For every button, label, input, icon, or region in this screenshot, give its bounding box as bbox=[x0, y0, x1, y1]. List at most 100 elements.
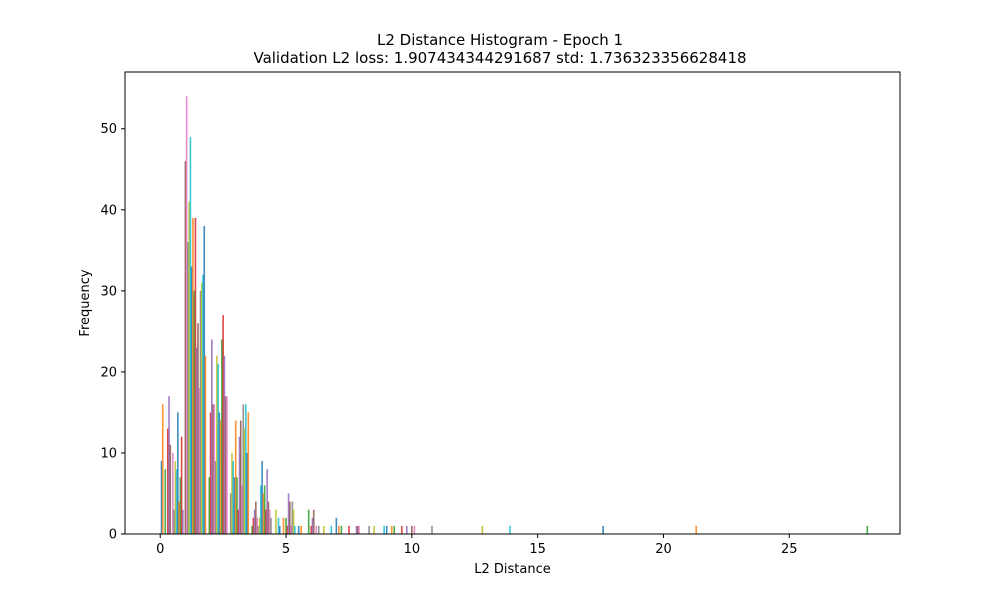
histogram-bar bbox=[406, 525, 408, 534]
histogram-bar bbox=[194, 217, 197, 534]
histogram-bar bbox=[356, 525, 359, 534]
subtitle-loss-value: 1.907434344291687 bbox=[393, 49, 552, 67]
histogram-bar bbox=[195, 347, 198, 534]
histogram-bar bbox=[311, 517, 314, 534]
histogram-bar bbox=[187, 242, 189, 534]
histogram-bar bbox=[262, 493, 265, 534]
histogram-bar bbox=[204, 355, 207, 534]
histogram-bar bbox=[234, 420, 237, 534]
histogram-bar bbox=[236, 477, 238, 534]
histogram-bar bbox=[190, 266, 193, 534]
histogram-bar bbox=[185, 96, 188, 534]
histogram-bar bbox=[174, 461, 177, 534]
histogram-bar bbox=[277, 517, 280, 534]
histogram-bar bbox=[263, 485, 266, 534]
histogram-bar bbox=[315, 525, 318, 534]
histogram-bar bbox=[275, 509, 277, 534]
x-tick-label: 0 bbox=[156, 542, 164, 557]
histogram-bar bbox=[285, 517, 287, 534]
histogram-bar bbox=[340, 525, 343, 534]
histogram-bar bbox=[393, 525, 396, 534]
histogram-bar bbox=[290, 525, 292, 534]
histogram-bar bbox=[209, 412, 212, 534]
histogram-bar bbox=[322, 525, 325, 534]
histogram-bar bbox=[373, 525, 375, 534]
histogram-bar bbox=[164, 469, 167, 534]
histogram-bar bbox=[255, 501, 257, 534]
histogram-bar bbox=[287, 493, 290, 534]
bars-layer bbox=[160, 96, 869, 534]
histogram-bar bbox=[221, 339, 223, 534]
histogram-bar bbox=[219, 420, 222, 534]
histogram-bar bbox=[270, 517, 272, 534]
histogram-bar bbox=[233, 477, 236, 534]
histogram-bar bbox=[179, 477, 182, 534]
x-tick-label: 15 bbox=[529, 542, 546, 557]
histogram-bar bbox=[317, 525, 320, 534]
histogram-bar bbox=[166, 428, 169, 534]
histogram-bar bbox=[289, 501, 291, 534]
histogram-bar bbox=[265, 509, 267, 534]
histogram-bar bbox=[310, 525, 312, 534]
histogram-bar bbox=[223, 355, 226, 534]
histogram-bar bbox=[266, 469, 268, 534]
histogram-bar bbox=[238, 436, 241, 534]
plot-frame bbox=[124, 71, 901, 535]
histogram-bar bbox=[213, 404, 216, 534]
histogram-bar bbox=[297, 525, 300, 534]
chart-subtitle: Validation L2 loss: 1.907434344291687 st… bbox=[0, 49, 1000, 67]
histogram-bar bbox=[246, 452, 248, 534]
histogram-bar bbox=[160, 461, 163, 534]
histogram-bar bbox=[431, 525, 433, 534]
histogram-bar bbox=[169, 444, 172, 534]
y-tick-label: 50 bbox=[100, 122, 117, 137]
histogram-bar bbox=[286, 525, 289, 534]
histogram-bar bbox=[413, 525, 416, 534]
histogram-bar bbox=[208, 477, 211, 534]
histogram-bar bbox=[307, 509, 310, 534]
histogram-bar bbox=[244, 404, 247, 534]
histogram-bar bbox=[253, 509, 256, 534]
subtitle-std-label: std: bbox=[551, 49, 590, 67]
histogram-bar bbox=[188, 201, 190, 534]
histogram-bar bbox=[257, 525, 260, 534]
y-tick-label: 30 bbox=[100, 284, 117, 299]
histogram-bar bbox=[866, 525, 869, 534]
histogram-bar bbox=[193, 290, 195, 534]
histogram-bar bbox=[189, 136, 192, 534]
histogram-bar bbox=[358, 525, 360, 534]
histogram-bar bbox=[256, 517, 258, 534]
histogram-bar bbox=[282, 517, 285, 534]
chart-title: L2 Distance Histogram - Epoch 1 bbox=[376, 31, 624, 49]
histogram-bar bbox=[509, 525, 511, 534]
histogram-bar bbox=[602, 525, 604, 534]
histogram-bar bbox=[239, 420, 242, 534]
histogram-bar bbox=[226, 396, 228, 534]
histogram-bar bbox=[411, 525, 413, 534]
histogram-bar bbox=[481, 525, 484, 534]
histogram-bar bbox=[178, 501, 180, 534]
y-tick-label: 20 bbox=[100, 365, 117, 380]
histogram-bar bbox=[180, 436, 183, 534]
y-tick-label: 10 bbox=[100, 446, 117, 461]
histogram-bar bbox=[232, 461, 234, 534]
histogram-bar bbox=[200, 282, 203, 534]
histogram-bar bbox=[267, 501, 270, 534]
histogram-bar bbox=[231, 452, 233, 534]
histogram-bar bbox=[168, 396, 170, 534]
histogram-bar bbox=[300, 525, 302, 534]
histogram-bar bbox=[338, 525, 340, 534]
histogram-bar bbox=[161, 404, 164, 534]
histogram-bar bbox=[247, 412, 250, 534]
histogram-bar bbox=[292, 509, 295, 534]
histogram-bar bbox=[330, 525, 333, 534]
histogram-bar bbox=[229, 493, 232, 534]
histogram-bar bbox=[172, 452, 174, 534]
x-tick-label: 10 bbox=[404, 542, 421, 557]
subtitle-loss-label: Validation L2 loss: bbox=[253, 49, 394, 67]
histogram-bar bbox=[184, 161, 187, 534]
subtitle-std-value: 1.736323356628418 bbox=[589, 49, 747, 67]
x-tick-label: 20 bbox=[655, 542, 672, 557]
histogram-bar bbox=[199, 290, 202, 534]
